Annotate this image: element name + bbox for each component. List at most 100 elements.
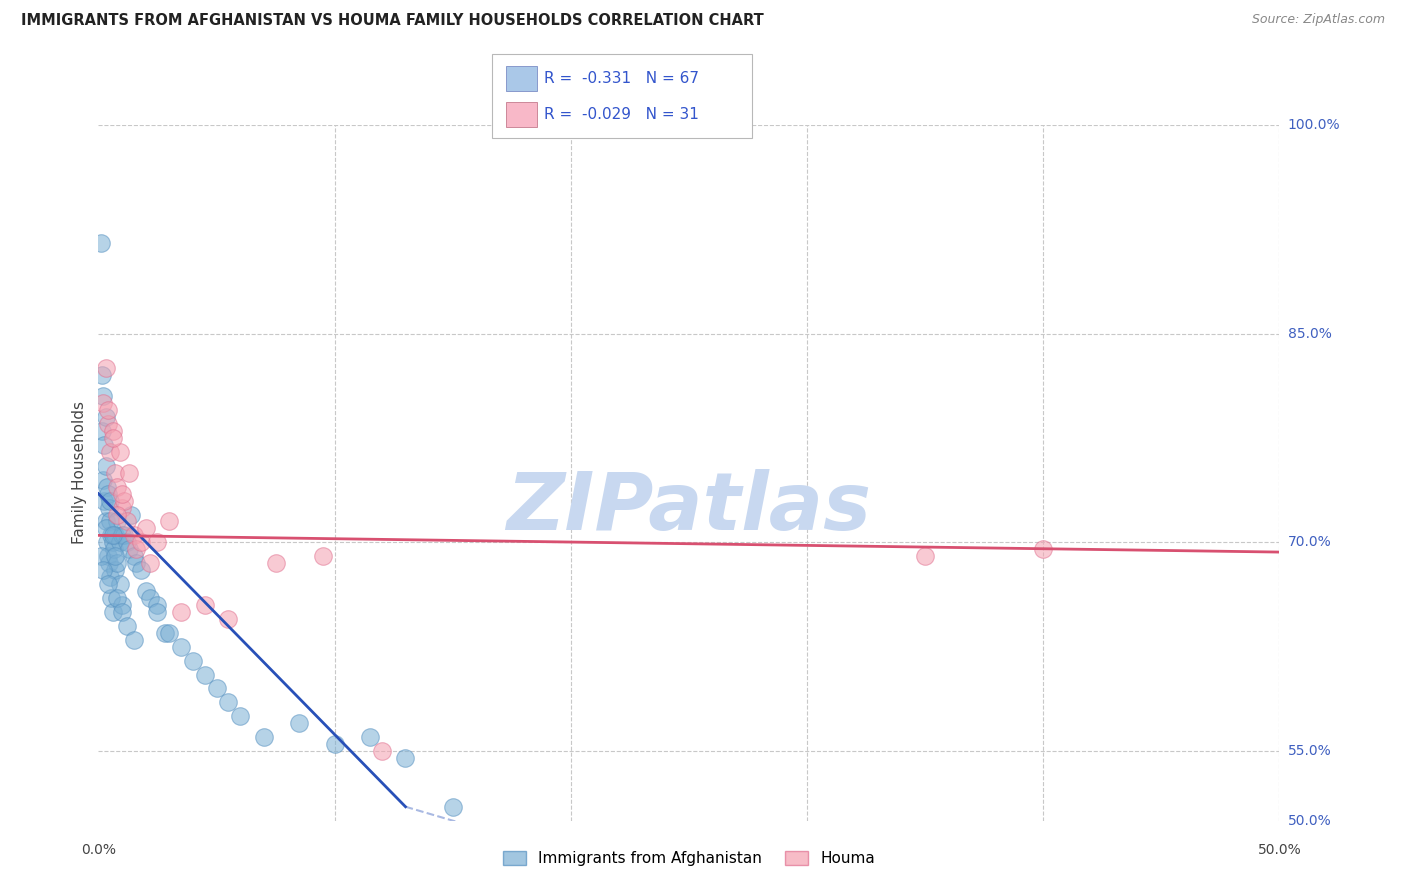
Point bbox=[91, 563, 114, 577]
Point bbox=[394, 751, 416, 765]
Point bbox=[112, 493, 135, 508]
Point bbox=[94, 515, 117, 529]
Point bbox=[115, 619, 138, 633]
Point bbox=[111, 500, 134, 515]
Point bbox=[111, 528, 134, 542]
Point bbox=[111, 486, 134, 500]
Point bbox=[170, 605, 193, 619]
Point bbox=[97, 417, 120, 431]
Text: 0.0%: 0.0% bbox=[82, 843, 115, 857]
Text: R =  -0.029   N = 31: R = -0.029 N = 31 bbox=[544, 107, 699, 121]
Point bbox=[112, 528, 135, 542]
Point bbox=[125, 542, 148, 557]
Point bbox=[91, 473, 114, 487]
Point bbox=[108, 535, 131, 549]
Point bbox=[90, 549, 112, 564]
Point bbox=[98, 515, 121, 529]
Point bbox=[96, 480, 118, 494]
Point bbox=[91, 424, 114, 438]
Point bbox=[104, 466, 127, 480]
Point bbox=[101, 424, 124, 438]
Point bbox=[108, 445, 131, 459]
Point bbox=[98, 556, 121, 570]
Point bbox=[97, 486, 120, 500]
Point bbox=[91, 368, 114, 383]
Point bbox=[96, 535, 118, 549]
Point bbox=[217, 695, 239, 709]
Point bbox=[94, 458, 117, 473]
Point bbox=[98, 500, 121, 515]
Point bbox=[101, 431, 124, 445]
Point bbox=[146, 605, 169, 619]
Text: 70.0%: 70.0% bbox=[1288, 535, 1331, 549]
Point bbox=[125, 556, 148, 570]
Point bbox=[94, 521, 117, 535]
Point bbox=[170, 640, 193, 654]
Point bbox=[104, 549, 127, 564]
Point bbox=[90, 236, 112, 251]
Point bbox=[1032, 542, 1054, 557]
Point bbox=[91, 389, 114, 403]
Point bbox=[101, 528, 124, 542]
Text: R =  -0.331   N = 67: R = -0.331 N = 67 bbox=[544, 71, 699, 86]
Point bbox=[100, 528, 122, 542]
Point bbox=[194, 667, 217, 681]
Point bbox=[217, 612, 239, 626]
Point bbox=[139, 591, 162, 605]
Point bbox=[98, 445, 121, 459]
Point bbox=[139, 556, 162, 570]
Point bbox=[108, 577, 131, 591]
Point bbox=[115, 515, 138, 529]
Point bbox=[146, 535, 169, 549]
Point bbox=[115, 535, 138, 549]
Point bbox=[97, 577, 120, 591]
Point bbox=[122, 549, 145, 564]
Point bbox=[104, 528, 127, 542]
Point bbox=[441, 799, 464, 814]
Text: 100.0%: 100.0% bbox=[1288, 118, 1340, 132]
Point bbox=[122, 528, 145, 542]
Point bbox=[111, 605, 134, 619]
Point bbox=[93, 493, 115, 508]
Point bbox=[94, 410, 117, 425]
Y-axis label: Family Households: Family Households bbox=[72, 401, 87, 544]
Point bbox=[94, 361, 117, 376]
Point bbox=[205, 681, 228, 696]
Legend: Immigrants from Afghanistan, Houma: Immigrants from Afghanistan, Houma bbox=[496, 845, 882, 872]
Point bbox=[111, 598, 134, 612]
Point bbox=[194, 598, 217, 612]
Point bbox=[118, 466, 141, 480]
Point bbox=[135, 584, 157, 599]
Point bbox=[97, 549, 120, 564]
Point bbox=[103, 542, 125, 557]
Point bbox=[129, 535, 152, 549]
Point bbox=[101, 605, 124, 619]
Point bbox=[122, 632, 145, 647]
Point bbox=[153, 625, 176, 640]
Text: Source: ZipAtlas.com: Source: ZipAtlas.com bbox=[1251, 13, 1385, 27]
Point bbox=[98, 570, 121, 584]
Point bbox=[129, 563, 152, 577]
Point bbox=[264, 556, 287, 570]
Point bbox=[93, 438, 115, 452]
Text: ZIPatlas: ZIPatlas bbox=[506, 468, 872, 547]
Text: 85.0%: 85.0% bbox=[1288, 326, 1331, 341]
Point bbox=[105, 480, 128, 494]
Point bbox=[118, 542, 141, 557]
Point bbox=[100, 591, 122, 605]
Point bbox=[98, 493, 121, 508]
Point bbox=[105, 556, 128, 570]
Point bbox=[312, 549, 335, 564]
Point bbox=[157, 515, 180, 529]
Point bbox=[97, 403, 120, 417]
Text: 50.0%: 50.0% bbox=[1257, 843, 1302, 857]
Point bbox=[105, 515, 128, 529]
Text: IMMIGRANTS FROM AFGHANISTAN VS HOUMA FAMILY HOUSEHOLDS CORRELATION CHART: IMMIGRANTS FROM AFGHANISTAN VS HOUMA FAM… bbox=[21, 13, 763, 29]
Point bbox=[105, 508, 128, 522]
Point bbox=[229, 709, 252, 723]
Point bbox=[914, 549, 936, 564]
Point bbox=[135, 521, 157, 535]
Point bbox=[157, 625, 180, 640]
Point bbox=[146, 598, 169, 612]
Point bbox=[371, 744, 394, 758]
